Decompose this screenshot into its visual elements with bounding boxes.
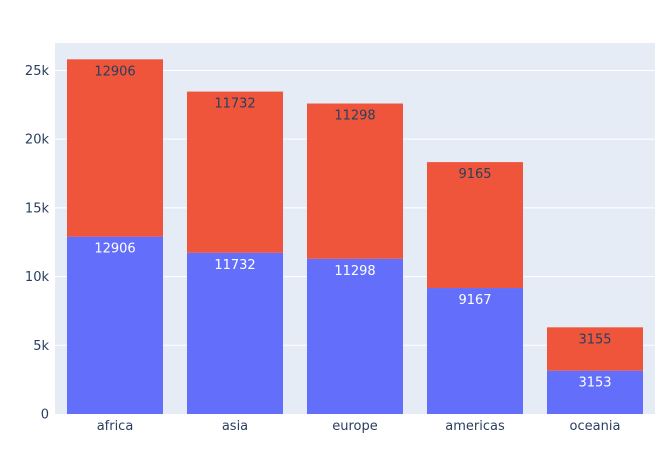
x-tick-label: americas xyxy=(445,419,505,434)
bar-value-label: 11732 xyxy=(214,258,255,273)
y-tick-label: 10k xyxy=(25,270,50,285)
y-tick-label: 25k xyxy=(25,64,50,79)
bar-value-label: 3155 xyxy=(578,332,611,347)
bar-segment xyxy=(187,252,283,414)
x-tick-label: europe xyxy=(332,419,378,434)
y-tick-label: 20k xyxy=(25,133,50,148)
bar-value-label: 12906 xyxy=(94,242,135,257)
bar-value-label: 11732 xyxy=(214,97,255,112)
bar-value-label: 3153 xyxy=(578,376,611,391)
bar-value-label: 9167 xyxy=(458,293,491,308)
bar-segment xyxy=(67,236,163,414)
x-tick-label: africa xyxy=(97,419,134,434)
data-labels: 12906 12906 11732 11732 11298 11298 9167 9165 31… xyxy=(94,64,611,390)
bar-value-label: 9165 xyxy=(458,167,491,182)
bar-segment xyxy=(547,370,643,414)
bar-segment xyxy=(307,258,403,414)
bar-value-label: 11298 xyxy=(334,264,375,279)
y-tick-label: 15k xyxy=(25,201,50,216)
x-tick-label: oceania xyxy=(570,419,621,434)
bar-segment xyxy=(427,162,523,289)
bar-segment xyxy=(427,288,523,414)
bars xyxy=(67,59,643,414)
bar-segment xyxy=(547,327,643,371)
y-tick-label: 0 xyxy=(41,408,49,423)
y-axis: 0 5k 10k 15k 20k 25k xyxy=(25,64,50,423)
x-tick-label: asia xyxy=(222,419,248,434)
x-axis: africa asia europe americas oceania xyxy=(97,419,621,434)
bar-segment xyxy=(67,59,163,237)
y-tick-label: 5k xyxy=(33,339,49,354)
bar-segment xyxy=(307,103,403,259)
bar-segment xyxy=(187,91,283,253)
bar-value-label: 11298 xyxy=(334,109,375,124)
bar-value-label: 12906 xyxy=(94,64,135,79)
